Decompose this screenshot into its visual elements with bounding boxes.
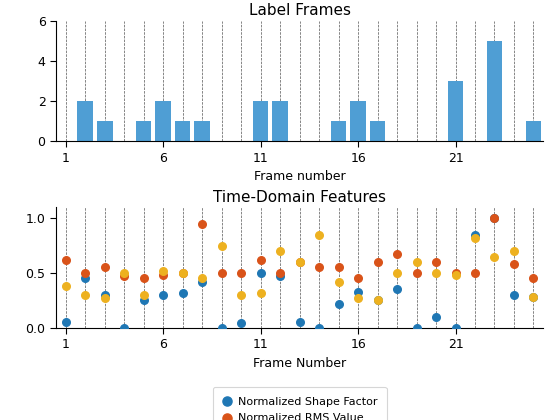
Normalized RMS Value	[256, 257, 265, 263]
Normalized RMS Value	[276, 270, 284, 276]
Bar	[331, 121, 347, 141]
Normalized Shape Factor	[412, 324, 421, 331]
Normalized RMS Value	[510, 261, 519, 268]
Normalized RMS Value	[120, 273, 129, 280]
Normalized Crest Factor	[529, 294, 538, 300]
Normalized Crest Factor	[451, 272, 460, 278]
Normalized RMS Value	[158, 272, 167, 278]
Normalized RMS Value	[412, 270, 421, 276]
Normalized RMS Value	[217, 270, 226, 276]
Normalized Crest Factor	[120, 270, 129, 276]
Normalized RMS Value	[61, 257, 70, 263]
Normalized Crest Factor	[353, 295, 362, 302]
Normalized RMS Value	[529, 275, 538, 282]
Normalized Shape Factor	[158, 291, 167, 298]
Normalized RMS Value	[295, 259, 304, 265]
Normalized Crest Factor	[334, 278, 343, 285]
Bar	[175, 121, 190, 141]
Normalized Shape Factor	[353, 288, 362, 295]
Normalized Crest Factor	[217, 242, 226, 249]
Bar	[370, 121, 385, 141]
Bar	[350, 101, 366, 141]
Bar	[447, 81, 463, 141]
Normalized Shape Factor	[373, 297, 382, 304]
Normalized Shape Factor	[61, 319, 70, 326]
Normalized Crest Factor	[61, 283, 70, 289]
Normalized Crest Factor	[256, 289, 265, 296]
Normalized Crest Factor	[158, 268, 167, 274]
Normalized Shape Factor	[120, 324, 129, 331]
Normalized Crest Factor	[373, 297, 382, 304]
Normalized Shape Factor	[100, 291, 109, 298]
Normalized Crest Factor	[295, 259, 304, 265]
Normalized Shape Factor	[529, 294, 538, 300]
Title: Label Frames: Label Frames	[249, 3, 351, 18]
X-axis label: Frame Number: Frame Number	[253, 357, 346, 370]
Bar	[253, 101, 268, 141]
Normalized Crest Factor	[100, 295, 109, 302]
Normalized RMS Value	[490, 215, 499, 222]
Normalized RMS Value	[100, 264, 109, 271]
Normalized Shape Factor	[295, 319, 304, 326]
Bar	[155, 101, 171, 141]
Normalized RMS Value	[315, 264, 324, 271]
Bar	[272, 101, 288, 141]
Normalized Shape Factor	[334, 300, 343, 307]
Normalized Crest Factor	[470, 235, 479, 242]
Normalized Crest Factor	[237, 291, 246, 298]
Normalized Crest Factor	[315, 231, 324, 238]
Normalized Crest Factor	[198, 275, 207, 282]
Normalized Crest Factor	[510, 248, 519, 255]
Normalized Shape Factor	[81, 275, 90, 282]
Normalized RMS Value	[393, 251, 402, 258]
Normalized Shape Factor	[432, 313, 441, 320]
Normalized Shape Factor	[178, 289, 187, 296]
Normalized Shape Factor	[393, 286, 402, 293]
Normalized Shape Factor	[198, 278, 207, 285]
Normalized RMS Value	[334, 264, 343, 271]
Normalized RMS Value	[432, 259, 441, 265]
Normalized Shape Factor	[510, 291, 519, 298]
Normalized RMS Value	[373, 259, 382, 265]
Bar	[526, 121, 542, 141]
Bar	[97, 121, 113, 141]
Normalized Shape Factor	[237, 320, 246, 327]
Normalized RMS Value	[139, 275, 148, 282]
Normalized RMS Value	[237, 270, 246, 276]
Bar	[136, 121, 152, 141]
Normalized Shape Factor	[470, 231, 479, 238]
Normalized RMS Value	[353, 275, 362, 282]
Bar	[77, 101, 93, 141]
Normalized RMS Value	[81, 270, 90, 276]
Normalized RMS Value	[451, 270, 460, 276]
Normalized Crest Factor	[393, 270, 402, 276]
X-axis label: Frame number: Frame number	[254, 170, 346, 183]
Normalized Shape Factor	[217, 324, 226, 331]
Normalized Shape Factor	[256, 270, 265, 276]
Bar	[487, 41, 502, 141]
Normalized Crest Factor	[81, 291, 90, 298]
Normalized RMS Value	[470, 270, 479, 276]
Normalized Crest Factor	[276, 248, 284, 255]
Normalized RMS Value	[198, 220, 207, 227]
Normalized Shape Factor	[315, 324, 324, 331]
Normalized Crest Factor	[412, 259, 421, 265]
Normalized Crest Factor	[139, 291, 148, 298]
Normalized Shape Factor	[490, 215, 499, 222]
Normalized Crest Factor	[490, 253, 499, 260]
Legend: Normalized Shape Factor, Normalized RMS Value, Normalized Crest Factor: Normalized Shape Factor, Normalized RMS …	[213, 387, 386, 420]
Normalized Shape Factor	[139, 297, 148, 304]
Title: Time-Domain Features: Time-Domain Features	[213, 190, 386, 205]
Bar	[194, 121, 210, 141]
Normalized Crest Factor	[178, 270, 187, 276]
Normalized Shape Factor	[276, 273, 284, 280]
Normalized RMS Value	[178, 270, 187, 276]
Normalized Crest Factor	[432, 270, 441, 276]
Normalized Shape Factor	[451, 324, 460, 331]
